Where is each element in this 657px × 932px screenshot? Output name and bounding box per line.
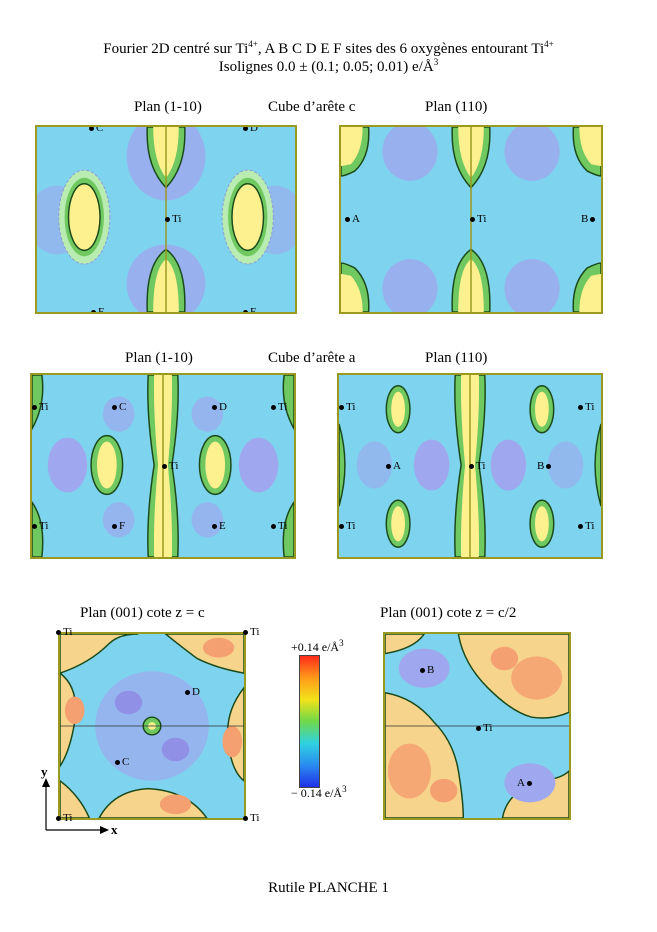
site-d-top-c: D: [241, 127, 258, 134]
site-ti-a2-bl: Ti: [339, 520, 355, 532]
footer-caption: Rutile PLANCHE 1: [268, 880, 389, 896]
colorbar-min-label: − 0.14 e/Å3: [291, 784, 347, 801]
site-ti-a1-tl: Ti: [32, 401, 48, 413]
row1-left-title: Plan (1-10): [134, 99, 202, 115]
site-ti-z-half: Ti: [474, 722, 492, 734]
site-ti-z-c-tl: Ti: [54, 626, 72, 638]
site-ti-a1-br: Ti: [269, 520, 287, 532]
site-ti-z-c-tr: Ti: [241, 626, 259, 638]
site-b-a: B: [537, 460, 553, 472]
site-b-z-half: B: [418, 664, 434, 676]
site-d-a: D: [210, 401, 227, 413]
site-e-a: E: [210, 520, 226, 532]
site-c-a: C: [110, 401, 126, 413]
axis-arrows: [42, 778, 109, 834]
site-ti-z-c-bl: Ti: [54, 812, 72, 824]
row2-center-title: Cube d’arête a: [268, 350, 356, 366]
colorbar-max-label: +0.14 e/Å3: [291, 638, 344, 655]
axis-y-label: y: [41, 764, 48, 779]
site-ti-a2-tr: Ti: [576, 401, 594, 413]
site-ti-center-c2: Ti: [468, 213, 486, 225]
header-line-2: Isolignes 0.0 ± (0.1; 0.05; 0.01) e/Å3: [218, 57, 439, 76]
map-a-plan-110: Ti Ti A Ti B Ti Ti: [337, 373, 603, 559]
site-d-z-c: D: [183, 686, 200, 698]
row3-left-title: Plan (001) cote z = c: [80, 605, 205, 621]
row1-right-title: Plan (110): [425, 99, 488, 115]
row3-right-title: Plan (001) cote z = c/2: [380, 605, 517, 621]
site-ti-a1-center: Ti: [160, 460, 178, 472]
map-001-z-c-half: B Ti A: [383, 632, 571, 820]
axis-x-label: x: [111, 822, 118, 837]
site-b-c: B: [581, 213, 597, 225]
site-f-bottom-c: F: [89, 306, 104, 312]
colorbar: [299, 655, 320, 788]
map-a-plan-1-10: Ti C D Ti Ti Ti F E Ti: [30, 373, 296, 559]
site-c-z-c: C: [113, 756, 129, 768]
site-ti-a2-tl: Ti: [339, 401, 355, 413]
site-c-top-c: C: [87, 127, 103, 134]
site-ti-a2-center: Ti: [467, 460, 485, 472]
site-a-c: A: [343, 213, 360, 225]
site-ti-a1-bl: Ti: [32, 520, 48, 532]
map-c-plan-1-10: C D Ti F E: [35, 125, 297, 314]
site-ti-center-c1: Ti: [163, 213, 181, 225]
map-001-z-c: D C: [58, 632, 246, 820]
row2-left-title: Plan (1-10): [125, 350, 193, 366]
row2-right-title: Plan (110): [425, 350, 488, 366]
site-f-a: F: [110, 520, 125, 532]
site-ti-z-c-br: Ti: [241, 812, 259, 824]
row1-center-title: Cube d’arête c: [268, 99, 356, 115]
header-line-1: Fourier 2D centré sur Ti4+, A B C D E F …: [103, 39, 554, 58]
site-ti-a1-tr: Ti: [269, 401, 287, 413]
site-e-bottom-c: E: [241, 306, 257, 312]
map-c-plan-110: A Ti B: [339, 125, 603, 314]
site-ti-a2-br: Ti: [576, 520, 594, 532]
site-a-z-half: A: [517, 777, 534, 789]
site-a-a: A: [384, 460, 401, 472]
